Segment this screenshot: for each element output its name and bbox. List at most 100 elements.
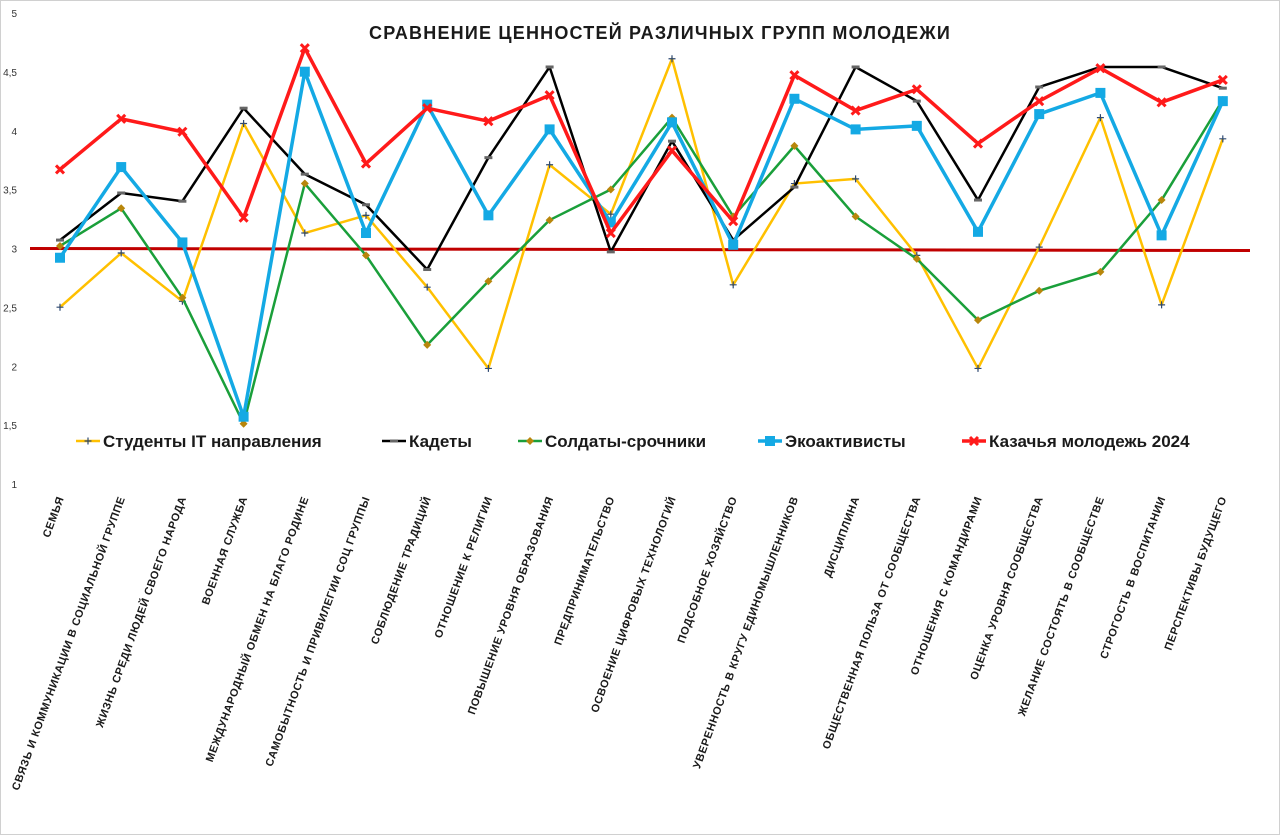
data-point [973, 226, 983, 237]
data-point [362, 211, 370, 219]
data-point [790, 185, 799, 189]
data-point [240, 120, 248, 128]
data-point [911, 120, 922, 131]
data-point [177, 237, 188, 248]
data-point [484, 156, 493, 160]
data-point [1034, 96, 1045, 107]
y-tick-label: 4 [11, 127, 17, 138]
legend-label: Студенты IT направления [103, 432, 322, 451]
data-point [974, 316, 982, 325]
data-point [850, 105, 861, 116]
data-point [850, 124, 861, 135]
data-point [1157, 196, 1166, 205]
data-point [300, 172, 309, 176]
data-point [605, 217, 616, 228]
data-point [1095, 63, 1106, 74]
series-line [59, 99, 1224, 426]
data-point [238, 212, 249, 223]
data-point [851, 212, 860, 221]
data-point [544, 90, 555, 101]
data-point [912, 99, 921, 103]
data-point [1156, 230, 1167, 241]
data-point [972, 138, 984, 149]
y-tick-label: 2 [11, 362, 17, 373]
data-point [178, 199, 187, 203]
data-point [422, 99, 433, 110]
data-point [361, 228, 371, 239]
y-tick-label: 4,5 [3, 68, 17, 79]
y-tick-label: 5 [11, 9, 17, 20]
legend-item: Студенты IT направления [76, 432, 322, 451]
data-point [55, 252, 65, 263]
data-point [545, 216, 554, 225]
data-point [299, 43, 310, 54]
data-point [423, 283, 431, 291]
data-point [1157, 65, 1166, 69]
data-point [765, 436, 775, 446]
data-point [852, 175, 860, 183]
data-point [239, 419, 248, 428]
data-point [1035, 286, 1044, 295]
data-point [789, 70, 800, 81]
data-point [362, 251, 370, 260]
series-2 [56, 65, 1227, 272]
data-point [56, 303, 64, 311]
data-point [968, 435, 980, 447]
reference-line-layer [29, 247, 1251, 252]
data-point [606, 185, 615, 194]
data-point [422, 103, 433, 114]
data-point [84, 437, 92, 445]
data-point [117, 191, 126, 195]
data-point [545, 65, 554, 69]
chart-title: СРАВНЕНИЕ ЦЕННОСТЕЙ РАЗЛИЧНЫХ ГРУПП МОЛО… [369, 22, 951, 43]
series-line [59, 65, 1224, 271]
data-point [790, 141, 799, 150]
data-point [728, 216, 739, 227]
data-point [239, 106, 248, 110]
data-point [483, 116, 494, 127]
legend: Студенты IT направления Кадеты Солдаты-сро… [76, 432, 1190, 451]
y-axis: 1 1,5 2 2,5 3 3,5 4 4,5 5 [3, 9, 17, 491]
data-point [360, 158, 372, 169]
legend-item: Экоактивисты [758, 432, 906, 451]
data-point [606, 250, 615, 254]
data-point [668, 139, 676, 143]
data-point [299, 66, 310, 77]
data-point [301, 229, 309, 237]
series-3 [56, 95, 1227, 428]
data-point [607, 210, 615, 218]
data-point [1096, 267, 1105, 276]
data-point [56, 238, 64, 242]
data-point [177, 126, 188, 137]
data-point [1035, 243, 1043, 251]
data-point [1034, 109, 1045, 120]
y-tick-label: 1 [11, 480, 17, 491]
data-point [666, 145, 678, 156]
legend-item: Солдаты-срочники [518, 432, 706, 451]
data-point [1218, 86, 1227, 90]
data-point [1035, 85, 1044, 89]
data-point [1219, 135, 1227, 143]
data-point [974, 364, 982, 372]
data-point [526, 437, 534, 445]
legend-label: Кадеты [409, 432, 472, 451]
data-point [54, 164, 66, 175]
reference-line [29, 247, 1251, 252]
data-point [116, 113, 127, 124]
data-point [117, 204, 126, 213]
data-point [117, 249, 125, 257]
data-point [544, 124, 555, 135]
data-point [912, 254, 921, 263]
data-point [423, 340, 432, 349]
series-5 [54, 43, 1228, 239]
data-point [484, 364, 492, 372]
data-point [667, 117, 677, 128]
data-point [1156, 97, 1167, 108]
data-point [911, 84, 922, 95]
data-point [390, 439, 398, 443]
series-4 [55, 66, 1228, 422]
data-point [1158, 301, 1166, 309]
data-point [789, 93, 800, 104]
